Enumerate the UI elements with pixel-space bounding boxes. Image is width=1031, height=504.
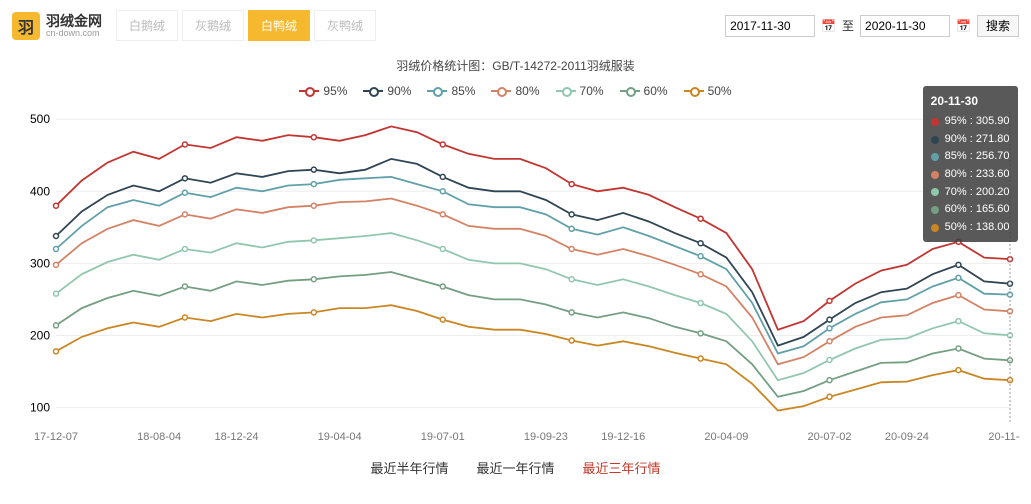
product-tabs: 白鹅绒灰鹅绒白鸭绒灰鸭绒 [116,10,376,41]
svg-text:200: 200 [29,328,49,342]
logo-mark: 羽 [12,12,40,40]
tooltip-row: 70% : 200.20 [931,184,1010,202]
chart-area: 100 200 300 400 500 17-12-07 18-08-04 18-12-24 1… [12,106,1020,446]
legend-marker [556,86,576,96]
date-from-input[interactable] [725,15,815,37]
chart-tooltip: 20-11-30 95% : 305.9090% : 271.8085% : 25… [923,86,1018,242]
calendar-icon[interactable]: 📅 [821,19,836,33]
tooltip-row: 95% : 305.90 [931,113,1010,131]
chart-legend: 95% 90% 85% 80% 70% 60% 50% [0,84,1031,98]
tooltip-row: 90% : 271.80 [931,131,1010,149]
svg-text:19-07-01: 19-07-01 [420,431,464,443]
svg-text:18-12-24: 18-12-24 [214,431,258,443]
svg-text:20-04-09: 20-04-09 [704,431,748,443]
legend-marker [620,86,640,96]
svg-text:20-07-02: 20-07-02 [807,431,851,443]
svg-text:17-12-07: 17-12-07 [33,431,77,443]
range-link-1[interactable]: 最近一年行情 [476,461,554,476]
tooltip-title: 20-11-30 [931,92,1010,111]
legend-marker [427,86,447,96]
legend-label: 90% [387,84,411,98]
legend-label: 95% [323,84,347,98]
legend-item[interactable]: 50% [684,84,732,98]
legend-item[interactable]: 60% [620,84,668,98]
legend-label: 70% [580,84,604,98]
logo-domain: cn-down.com [46,28,102,38]
svg-text:19-12-16: 19-12-16 [601,431,645,443]
legend-label: 80% [515,84,539,98]
legend-label: 85% [451,84,475,98]
legend-item[interactable]: 80% [491,84,539,98]
svg-text:19-04-04: 19-04-04 [317,431,361,443]
product-tab-0[interactable]: 白鹅绒 [116,10,178,41]
date-range: 📅 至 📅 搜索 [725,15,1019,37]
legend-marker [363,86,383,96]
svg-text:100: 100 [29,401,49,415]
date-separator: 至 [842,17,854,34]
legend-item[interactable]: 95% [299,84,347,98]
svg-text:300: 300 [29,256,49,270]
chart-title: 羽绒价格统计图：GB/T-14272-2011羽绒服装 [0,57,1031,74]
svg-text:500: 500 [29,112,49,126]
calendar-icon[interactable]: 📅 [956,19,971,33]
legend-marker [684,86,704,96]
svg-text:20-11-06: 20-11-06 [988,431,1020,443]
tooltip-row: 85% : 256.70 [931,148,1010,166]
range-link-2[interactable]: 最近三年行情 [583,461,661,476]
svg-text:18-08-04: 18-08-04 [137,431,181,443]
product-tab-3[interactable]: 灰鸭绒 [314,10,376,41]
legend-marker [491,86,511,96]
search-button[interactable]: 搜索 [977,15,1019,37]
product-tab-1[interactable]: 灰鹅绒 [182,10,244,41]
site-logo[interactable]: 羽 羽绒金网 cn-down.com [12,12,102,40]
legend-marker [299,86,319,96]
legend-item[interactable]: 85% [427,84,475,98]
legend-item[interactable]: 90% [363,84,411,98]
legend-label: 60% [644,84,668,98]
legend-label: 50% [708,84,732,98]
svg-text:19-09-23: 19-09-23 [523,431,567,443]
legend-item[interactable]: 70% [556,84,604,98]
tooltip-row: 60% : 165.60 [931,201,1010,219]
tooltip-row: 80% : 233.60 [931,166,1010,184]
range-links: 最近半年行情 最近一年行情 最近三年行情 [0,446,1031,489]
tooltip-row: 50% : 138.00 [931,219,1010,237]
chart-svg: 100 200 300 400 500 17-12-07 18-08-04 18-12-24 1… [12,106,1020,446]
logo-brand: 羽绒金网 [46,14,102,28]
range-link-0[interactable]: 最近半年行情 [370,461,448,476]
date-to-input[interactable] [860,15,950,37]
product-tab-2[interactable]: 白鸭绒 [248,10,310,41]
svg-text:20-09-24: 20-09-24 [884,431,928,443]
svg-text:400: 400 [29,184,49,198]
